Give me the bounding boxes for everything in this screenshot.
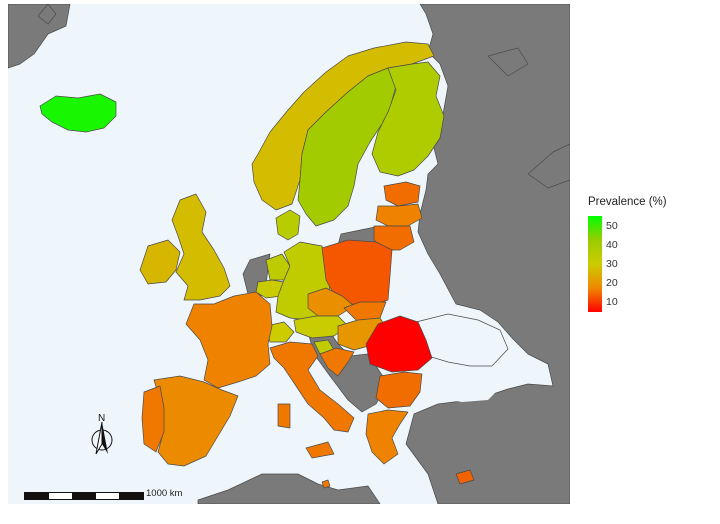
legend: Prevalence (%) 50 40 30 20 10 (588, 196, 698, 312)
sea-overlays (415, 313, 509, 402)
region-greece[interactable] (365, 409, 409, 465)
scale-bar (24, 492, 144, 500)
legend-tick-20: 20 (606, 277, 618, 290)
region-bulgaria[interactable] (375, 371, 423, 409)
legend-tick-30: 30 (606, 258, 618, 270)
region-italy[interactable] (269, 341, 355, 459)
region-ireland[interactable] (139, 239, 181, 285)
region-czech-republic[interactable] (307, 287, 355, 317)
region-slovakia[interactable] (343, 301, 387, 323)
region-portugal[interactable] (141, 385, 165, 453)
region-sweden[interactable] (297, 67, 397, 227)
region-denmark[interactable] (275, 209, 301, 241)
legend-tick-10: 10 (606, 296, 618, 309)
north-label: N (98, 413, 106, 424)
region-estonia[interactable] (383, 181, 421, 207)
region-cyprus[interactable] (455, 469, 475, 485)
legend-title: Prevalence (%) (588, 196, 667, 208)
region-united-kingdom[interactable] (171, 193, 231, 301)
legend-tick-40: 40 (606, 238, 618, 251)
region-malta[interactable] (321, 479, 331, 489)
legend-color-bar (588, 216, 602, 312)
region-latvia[interactable] (375, 203, 423, 227)
map-panel[interactable]: N 1000 km (8, 4, 570, 504)
region-finland[interactable] (371, 61, 445, 177)
legend-tick-50: 50 (606, 219, 618, 232)
region-spain[interactable] (153, 375, 239, 467)
region-romania[interactable] (365, 315, 433, 373)
data-regions (39, 41, 475, 489)
region-france[interactable] (185, 291, 273, 389)
region-iceland[interactable] (39, 93, 117, 133)
north-arrow-icon (91, 421, 113, 455)
scale-label: 1000 km (146, 488, 183, 499)
region-croatia[interactable] (319, 347, 355, 377)
europe-map[interactable] (8, 4, 570, 504)
